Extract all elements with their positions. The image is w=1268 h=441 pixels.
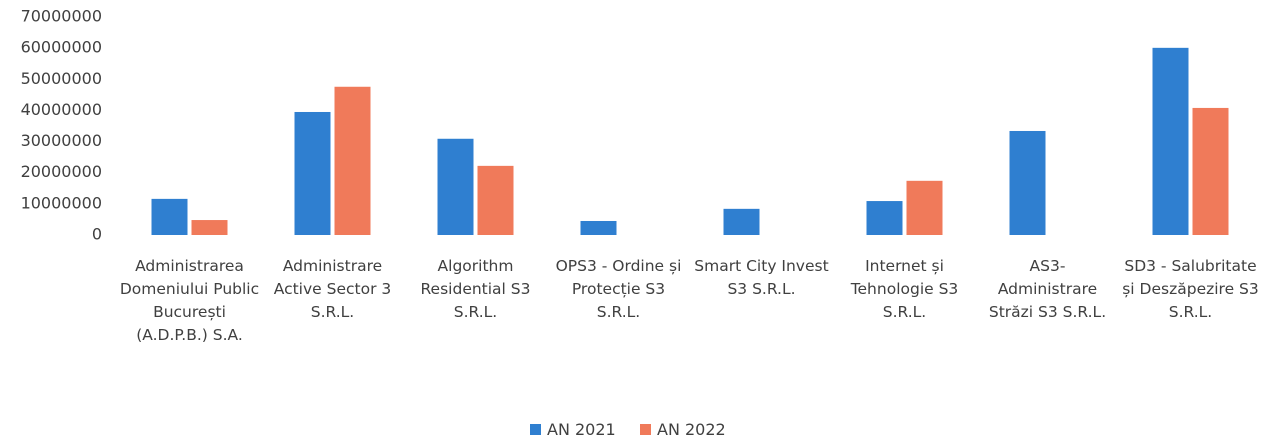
legend-label: AN 2022 — [657, 420, 726, 439]
y-tick-label: 0 — [92, 225, 102, 244]
legend-label: AN 2021 — [547, 420, 616, 439]
legend-swatch — [530, 424, 541, 435]
bar — [437, 138, 474, 235]
bar — [1009, 130, 1046, 235]
y-tick-label: 60000000 — [21, 38, 102, 57]
bar — [906, 180, 943, 235]
bar — [477, 165, 514, 235]
bar — [191, 220, 228, 235]
legend-item: AN 2021 — [530, 420, 616, 439]
y-tick-label: 20000000 — [21, 162, 102, 181]
x-tick-label: Algorithm Residential S3 S.R.L. — [420, 257, 531, 321]
bar — [334, 86, 371, 235]
bar — [723, 208, 760, 235]
y-tick-label: 50000000 — [21, 69, 102, 88]
y-tick-label: 10000000 — [21, 193, 102, 212]
bar — [580, 220, 617, 235]
bar — [866, 201, 903, 235]
x-tick-label: Smart City Invest S3 S.R.L. — [694, 257, 829, 298]
x-tick-label: SD3 - Salubritate și Deszăpezire S3 S.R.… — [1122, 257, 1259, 321]
x-tick-label: Administrare Active Sector 3 S.R.L. — [273, 257, 392, 321]
bar — [1192, 107, 1229, 235]
legend-swatch — [640, 424, 651, 435]
y-tick-label: 30000000 — [21, 131, 102, 150]
y-tick-label: 40000000 — [21, 100, 102, 119]
y-tick-label: 70000000 — [21, 7, 102, 26]
legend-item: AN 2022 — [640, 420, 726, 439]
x-tick-label: Internet și Tehnologie S3 S.R.L. — [850, 257, 959, 321]
x-tick-label: AS3- Administrare Străzi S3 S.R.L. — [988, 257, 1107, 321]
bar — [294, 111, 331, 235]
x-tick-label: OPS3 - Ordine și Protecție S3 S.R.L. — [555, 257, 682, 321]
x-tick-label: Administrarea Domeniului Public Bucureșt… — [119, 257, 260, 344]
bar — [151, 198, 188, 235]
bar — [1152, 47, 1189, 236]
